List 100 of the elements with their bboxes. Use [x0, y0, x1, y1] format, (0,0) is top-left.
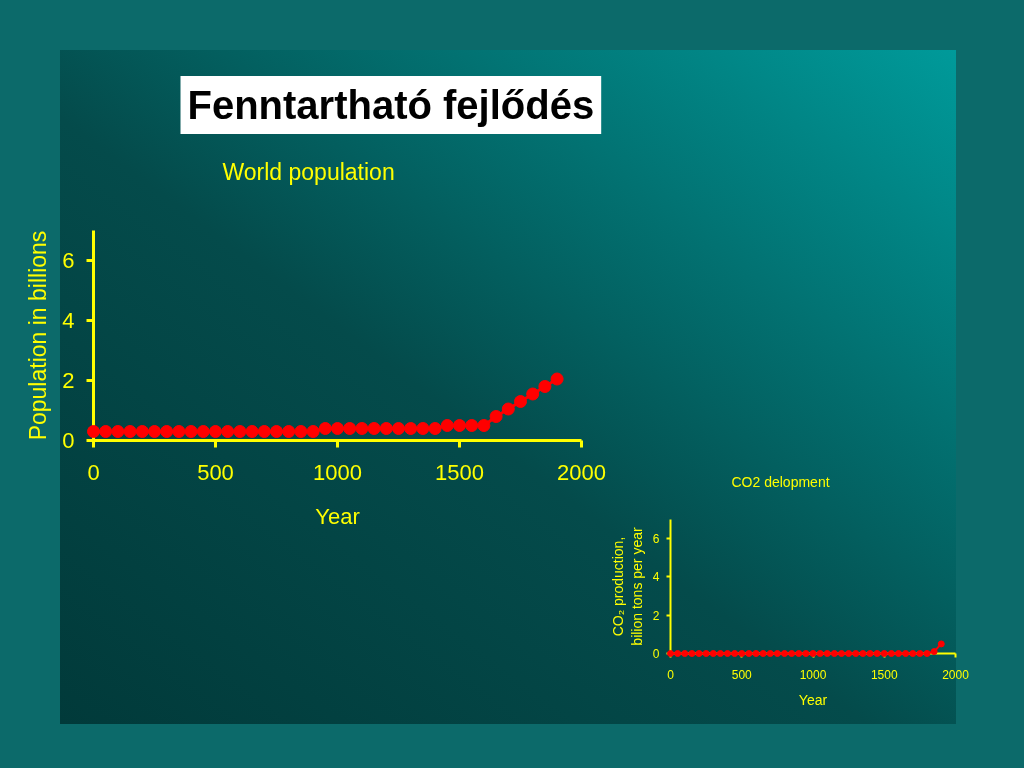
x-axis-title: Year: [798, 691, 828, 708]
point: [282, 425, 296, 438]
x-tick-label: 1500: [870, 667, 898, 682]
x-tick-label: 2000: [557, 459, 606, 485]
point: [738, 650, 746, 657]
point: [809, 650, 817, 657]
x-tick-label: 1500: [435, 459, 484, 485]
point: [716, 650, 724, 657]
point: [887, 650, 895, 657]
x-tick-label: 500: [731, 667, 753, 682]
point: [440, 419, 454, 432]
point: [501, 402, 515, 416]
y-tick-label: 4: [652, 570, 660, 585]
point: [802, 650, 810, 657]
point: [852, 650, 860, 657]
point: [788, 650, 796, 657]
point: [209, 425, 222, 438]
point: [845, 650, 853, 657]
chart-title: Fenntartható fejlődés: [187, 83, 595, 127]
point: [823, 650, 831, 657]
point: [745, 650, 753, 657]
point: [916, 650, 924, 657]
y-tick-label: 0: [62, 428, 75, 453]
point: [148, 425, 161, 438]
point: [830, 650, 838, 657]
point: [221, 425, 235, 438]
point: [477, 419, 491, 432]
y-tick-label: 4: [62, 308, 75, 333]
point: [294, 425, 308, 438]
point: [709, 650, 717, 657]
point: [318, 422, 332, 435]
point: [880, 650, 888, 657]
y-tick-label: 6: [652, 532, 660, 547]
x-tick-label: 500: [197, 459, 234, 485]
point: [930, 648, 938, 656]
point: [184, 425, 198, 438]
point: [172, 425, 186, 438]
point: [87, 425, 100, 438]
point: [838, 650, 845, 657]
point: [343, 422, 357, 435]
point: [160, 425, 174, 438]
point: [688, 650, 696, 657]
point: [355, 422, 369, 435]
point: [404, 422, 418, 435]
point: [816, 650, 824, 657]
x-tick-label: 0: [667, 667, 675, 682]
point: [245, 425, 259, 438]
point: [270, 425, 283, 438]
point: [489, 410, 503, 423]
x-tick-label: 0: [87, 459, 100, 485]
point: [428, 422, 442, 435]
y-tick-label: 0: [652, 647, 660, 661]
point: [795, 650, 803, 657]
point: [681, 650, 689, 657]
point: [923, 650, 931, 657]
point: [392, 422, 405, 435]
point: [695, 650, 703, 657]
point: [702, 650, 710, 657]
point: [866, 650, 874, 657]
point: [196, 425, 210, 438]
point: [731, 650, 739, 657]
point: [724, 650, 731, 657]
point: [135, 425, 149, 438]
point: [674, 650, 682, 657]
point: [538, 380, 552, 393]
point: [902, 650, 910, 657]
point: [526, 387, 540, 401]
point: [752, 650, 760, 657]
point: [453, 419, 466, 432]
point: [465, 419, 479, 432]
chart-subtitle: World population: [222, 158, 395, 185]
y-tick-label: 6: [62, 248, 75, 273]
point: [111, 425, 125, 438]
point: [233, 425, 247, 438]
point: [331, 422, 344, 435]
point: [550, 372, 564, 386]
point: [759, 650, 767, 657]
point: [667, 650, 674, 657]
point: [873, 650, 881, 657]
point: [766, 650, 774, 657]
y-tick-label: 2: [652, 608, 660, 623]
point: [773, 650, 781, 657]
point: [379, 422, 393, 435]
y-axis-title: CO₂ production, bilion tons per year: [609, 527, 645, 646]
x-tick-label: 2000: [942, 667, 970, 682]
point: [859, 650, 867, 657]
point: [909, 650, 917, 657]
point: [416, 422, 430, 435]
point: [514, 395, 527, 408]
point: [99, 425, 113, 438]
x-tick-label: 1000: [313, 459, 362, 485]
y-tick-label: 2: [62, 368, 75, 393]
point: [781, 650, 788, 657]
x-tick-label: 1000: [799, 667, 827, 682]
x-axis-title: Year: [315, 503, 360, 529]
chart-title: CO2 delopment: [731, 473, 830, 490]
point: [937, 640, 945, 648]
point: [257, 425, 271, 438]
point: [367, 422, 381, 435]
y-axis-title: Population in billions: [25, 230, 52, 441]
